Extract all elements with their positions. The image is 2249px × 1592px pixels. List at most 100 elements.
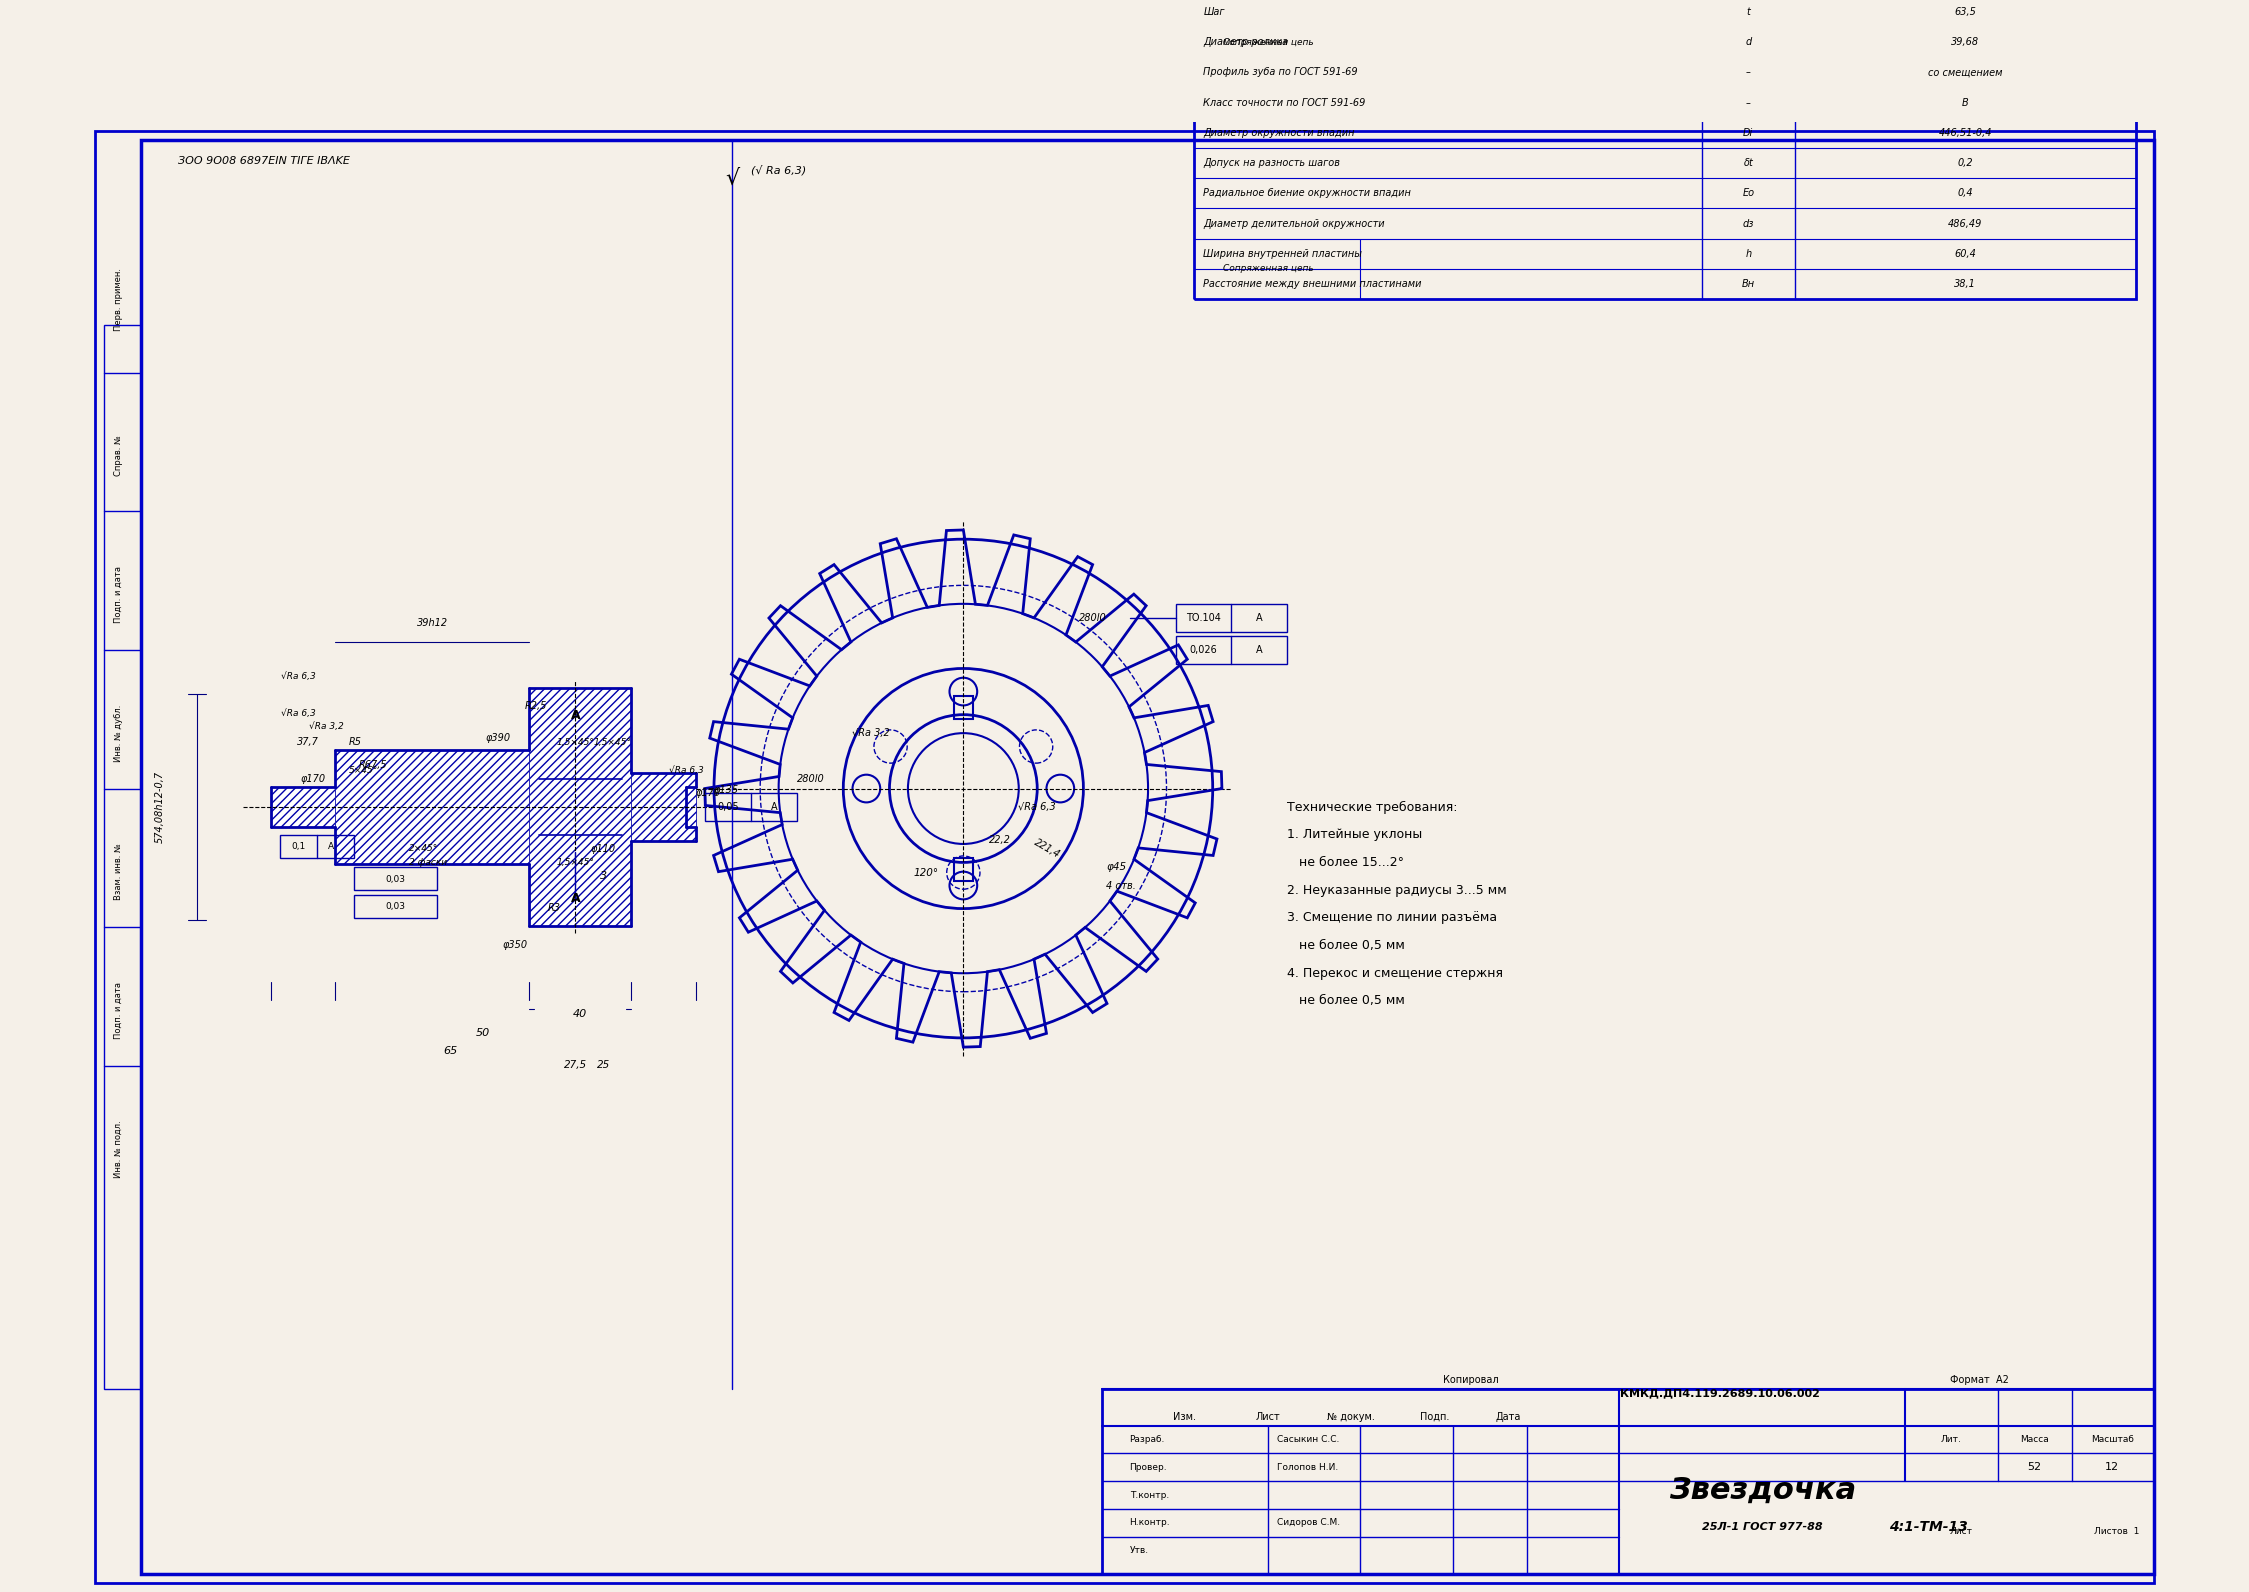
Text: со смещением: со смещением xyxy=(1927,67,2002,78)
Text: φ170: φ170 xyxy=(695,788,720,798)
Text: ТО.104: ТО.104 xyxy=(1185,613,1221,622)
Text: Допуск на разность шагов: Допуск на разность шагов xyxy=(1203,158,1340,169)
Text: 1,5×45°: 1,5×45° xyxy=(558,737,596,747)
Text: Подп. и дата: Подп. и дата xyxy=(115,982,124,1038)
Text: Подп. и дата: Подп. и дата xyxy=(115,567,124,622)
Text: 52: 52 xyxy=(2029,1463,2042,1473)
Text: Инв. № дубл.: Инв. № дубл. xyxy=(115,704,124,763)
Text: Лист: Лист xyxy=(1950,1527,1972,1536)
Text: A: A xyxy=(1255,645,1262,654)
Bar xyxy=(1176,603,1286,632)
Text: 2 фаски: 2 фаски xyxy=(409,858,448,868)
Text: Шаг: Шаг xyxy=(1203,6,1226,18)
Text: Изм.: Изм. xyxy=(1174,1412,1196,1422)
Bar xyxy=(1102,1388,2155,1573)
Text: 40: 40 xyxy=(573,1009,587,1019)
Text: dз: dз xyxy=(1743,218,1754,229)
Text: Лист: Лист xyxy=(1255,1412,1280,1422)
Text: A: A xyxy=(1255,613,1262,622)
Text: 25Л-1 ГОСТ 977-88: 25Л-1 ГОСТ 977-88 xyxy=(1702,1522,1822,1533)
Bar xyxy=(704,793,796,821)
Text: 0,03: 0,03 xyxy=(385,903,405,911)
Text: 280l0: 280l0 xyxy=(1080,613,1107,622)
Text: не более 0,5 мм: не более 0,5 мм xyxy=(1286,995,1403,1008)
Text: 4:1-ТМ-13: 4:1-ТМ-13 xyxy=(1889,1520,1968,1535)
Text: –: – xyxy=(1745,67,1750,78)
Text: 60,4: 60,4 xyxy=(1954,248,1977,259)
Text: 574,08h12-0,7: 574,08h12-0,7 xyxy=(155,771,164,844)
Bar xyxy=(353,868,436,890)
Text: 0,1: 0,1 xyxy=(292,842,306,852)
Text: φ45: φ45 xyxy=(1107,861,1127,872)
Text: 280l0: 280l0 xyxy=(796,774,825,785)
Text: № докум.: № докум. xyxy=(1327,1412,1374,1422)
Polygon shape xyxy=(335,750,529,863)
Text: Подп.: Подп. xyxy=(1419,1412,1448,1422)
Text: Технические требования:: Технические требования: xyxy=(1286,801,1457,814)
Text: √Ra 3,2: √Ra 3,2 xyxy=(852,728,891,739)
Text: √: √ xyxy=(726,169,740,189)
Text: √Ra 6,3: √Ra 6,3 xyxy=(1019,802,1057,812)
Text: d: d xyxy=(1745,37,1752,48)
Text: 65: 65 xyxy=(443,1046,459,1055)
Polygon shape xyxy=(686,786,695,828)
Text: Диаметр делительной окружности: Диаметр делительной окружности xyxy=(1203,218,1385,229)
Text: Профиль зуба по ГОСТ 591-69: Профиль зуба по ГОСТ 591-69 xyxy=(1203,67,1358,78)
Text: φ135: φ135 xyxy=(713,785,740,794)
Text: 63,5: 63,5 xyxy=(1954,6,1977,18)
Text: Масса: Масса xyxy=(2020,1434,2049,1444)
Text: R5: R5 xyxy=(349,737,362,747)
Bar xyxy=(1194,0,2137,299)
Text: 4 отв.: 4 отв. xyxy=(1107,880,1136,890)
Bar xyxy=(954,858,972,880)
Text: √Ra 6,3: √Ra 6,3 xyxy=(281,708,315,718)
Text: 1,5×45°: 1,5×45° xyxy=(558,858,596,868)
Bar xyxy=(279,834,353,858)
Text: √Ra 6,3: √Ra 6,3 xyxy=(281,672,315,681)
Text: A: A xyxy=(571,708,580,721)
Text: Сасыкин С.С.: Сасыкин С.С. xyxy=(1277,1434,1340,1444)
Text: R3: R3 xyxy=(549,903,560,914)
Text: Сидоров С.М.: Сидоров С.М. xyxy=(1277,1519,1340,1527)
Text: КМКД.ДП4.119.2689.10.06.002: КМКД.ДП4.119.2689.10.06.002 xyxy=(1619,1388,1819,1398)
Text: φ110: φ110 xyxy=(591,844,616,853)
Text: не более 0,5 мм: не более 0,5 мм xyxy=(1286,939,1403,952)
Text: 27,5: 27,5 xyxy=(564,1060,587,1070)
Text: 5×45°: 5×45° xyxy=(349,766,378,775)
Text: –: – xyxy=(1745,97,1750,108)
Text: Листов  1: Листов 1 xyxy=(2094,1527,2139,1536)
Text: 1. Литейные уклоны: 1. Литейные уклоны xyxy=(1286,828,1421,841)
Text: Диаметр окружности впадин: Диаметр окружности впадин xyxy=(1203,127,1354,139)
Text: 39h12: 39h12 xyxy=(416,618,448,629)
Text: 0,026: 0,026 xyxy=(1190,645,1217,654)
Text: Утв.: Утв. xyxy=(1129,1546,1149,1555)
Bar xyxy=(1176,637,1286,664)
Text: t: t xyxy=(1747,6,1750,18)
Text: Справ. №: Справ. № xyxy=(115,436,124,476)
Text: Разраб.: Разраб. xyxy=(1129,1434,1165,1444)
Text: Расстояние между внешними пластинами: Расстояние между внешними пластинами xyxy=(1203,279,1421,290)
Text: Копировал: Копировал xyxy=(1444,1374,1500,1385)
Text: Голопов Н.И.: Голопов Н.И. xyxy=(1277,1463,1338,1473)
Text: Инв. № подл.: Инв. № подл. xyxy=(115,1119,124,1178)
Text: 39,68: 39,68 xyxy=(1952,37,1979,48)
Text: R2,5: R2,5 xyxy=(524,700,547,710)
Text: B: B xyxy=(1961,97,1968,108)
Text: Дата: Дата xyxy=(1496,1412,1520,1422)
Text: 2. Неуказанные радиусы 3...5 мм: 2. Неуказанные радиусы 3...5 мм xyxy=(1286,884,1507,896)
Bar xyxy=(954,696,972,720)
Text: 12: 12 xyxy=(2105,1463,2119,1473)
Text: Взам. инв. №: Взам. инв. № xyxy=(115,844,124,899)
Polygon shape xyxy=(529,688,632,927)
Text: Сопряженная цепь: Сопряженная цепь xyxy=(1223,38,1313,46)
Text: ЗОО 9О08 6897ΕΙΝ ΤΙΓΕ ΙΒΛΚΕ: ЗОО 9О08 6897ΕΙΝ ΤΙΓΕ ΙΒΛΚΕ xyxy=(178,156,351,166)
Text: 0,2: 0,2 xyxy=(1957,158,1972,169)
Text: Eo: Eo xyxy=(1743,188,1754,199)
Text: Лит.: Лит. xyxy=(1941,1434,1961,1444)
Text: 0,03: 0,03 xyxy=(385,874,405,884)
Bar xyxy=(103,325,142,1388)
Text: Радиальное биение окружности впадин: Радиальное биение окружности впадин xyxy=(1203,188,1412,199)
Text: φ350: φ350 xyxy=(504,939,529,950)
Text: 486,49: 486,49 xyxy=(1948,218,1984,229)
Text: Di: Di xyxy=(1743,127,1754,139)
